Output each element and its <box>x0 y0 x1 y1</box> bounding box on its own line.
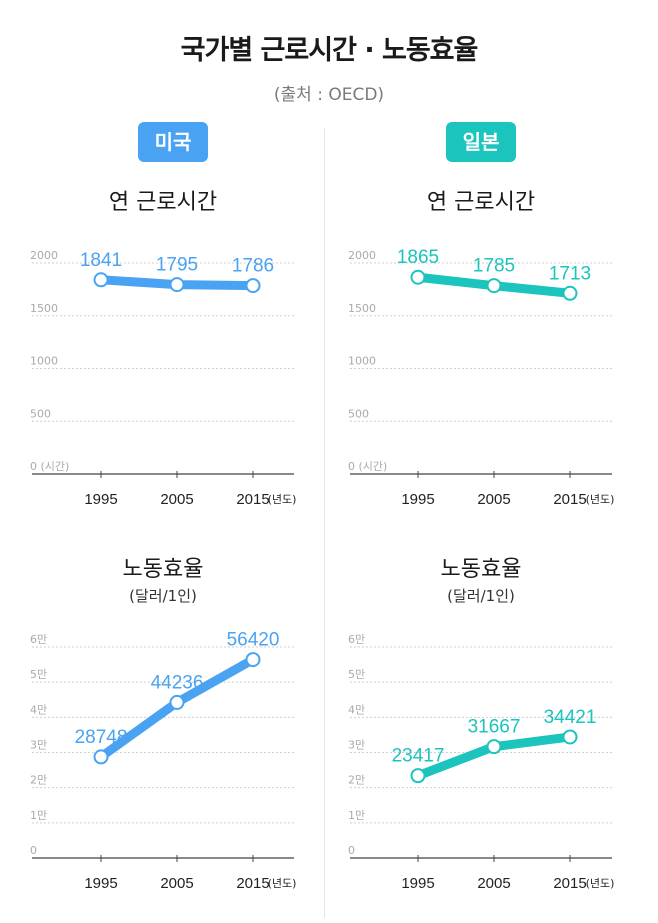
us-prod-ytick-label: 4만 <box>30 703 47 716</box>
country-badge-us: 미국 <box>138 122 208 162</box>
jp-prod-subtitle: (달러/1인) <box>447 587 515 605</box>
jp-prod-data-label: 23417 <box>392 746 445 767</box>
us-prod-subtitle: (달러/1인) <box>129 587 197 605</box>
us-prod-xtick-label: 2005 <box>160 875 193 892</box>
jp-prod-ytick-label: 6만 <box>348 633 365 646</box>
us-prod-xtick-label: 2015 <box>236 875 269 892</box>
jp-prod-data-label: 34421 <box>544 707 597 728</box>
jp-hours-xtick-label: 2015 <box>553 491 586 508</box>
jp-hours-data-label: 1713 <box>549 263 591 284</box>
jp-hours-data-point <box>562 285 578 301</box>
us-hours-ytick-label: 500 <box>30 407 51 420</box>
jp-prod-ytick-label: 0 <box>348 844 355 857</box>
us-hours-x-unit: (년도) <box>268 493 297 506</box>
us-prod-data-label: 44236 <box>151 672 204 693</box>
us-prod-data-label: 56420 <box>227 630 280 651</box>
us-hours-xtick-label: 2005 <box>160 491 193 508</box>
jp-prod-ytick-label: 5만 <box>348 668 365 681</box>
us-hours-xtick-label: 2015 <box>236 491 269 508</box>
jp-prod-ytick-label: 2만 <box>348 774 365 787</box>
us-prod-data-point <box>93 749 109 765</box>
jp-hours-data-label: 1785 <box>473 256 515 277</box>
source-note: (출처 : OECD) <box>273 85 385 105</box>
jp-prod-data-point <box>486 739 502 755</box>
jp-prod-data-point <box>562 729 578 745</box>
jp-hours-ytick-label: 1000 <box>348 355 376 368</box>
us-prod-x-unit: (년도) <box>268 877 297 890</box>
us-prod-ytick-label: 3만 <box>30 739 47 752</box>
jp-hours-xtick-label: 1995 <box>401 491 434 508</box>
us-prod-data-point <box>169 694 185 710</box>
us-prod-ytick-label: 2만 <box>30 774 47 787</box>
us-hours-xtick-label: 1995 <box>84 491 117 508</box>
us-hours-ytick-label: 1500 <box>30 302 58 315</box>
column-divider <box>324 128 325 918</box>
jp-prod-title: 노동효율 <box>441 557 522 582</box>
jp-prod-data-label: 31667 <box>468 717 521 738</box>
jp-hours-xtick-label: 2005 <box>477 491 510 508</box>
jp-hours-ytick-label: 2000 <box>348 249 376 262</box>
us-hours-data-point <box>245 278 261 294</box>
us-hours-ytick-label: 1000 <box>30 355 58 368</box>
country-badge-jp: 일본 <box>446 122 516 162</box>
jp-prod-xtick-label: 1995 <box>401 875 434 892</box>
jp-prod-ytick-label: 4만 <box>348 703 365 716</box>
us-prod-title: 노동효율 <box>123 557 204 582</box>
jp-prod-x-unit: (년도) <box>586 877 615 890</box>
jp-prod-data-point <box>410 768 426 784</box>
us-hours-ytick-label: 0 (시간) <box>30 460 69 473</box>
us-hours-ytick-label: 2000 <box>30 249 58 262</box>
us-hours-data-label: 1786 <box>232 256 274 277</box>
jp-prod-ytick-label: 3만 <box>348 739 365 752</box>
us-hours-data-point <box>169 277 185 293</box>
jp-hours-title: 연 근로시간 <box>427 190 535 215</box>
jp-hours-ytick-label: 0 (시간) <box>348 460 387 473</box>
us-prod-ytick-label: 0 <box>30 844 37 857</box>
us-prod-ytick-label: 6만 <box>30 633 47 646</box>
jp-prod-xtick-label: 2005 <box>477 875 510 892</box>
us-prod-ytick-label: 5만 <box>30 668 47 681</box>
jp-hours-data-point <box>410 269 426 285</box>
us-prod-xtick-label: 1995 <box>84 875 117 892</box>
jp-hours-ytick-label: 1500 <box>348 302 376 315</box>
jp-hours-x-unit: (년도) <box>586 493 615 506</box>
us-hours-data-label: 1795 <box>156 255 198 276</box>
jp-hours-data-label: 1865 <box>397 247 439 268</box>
us-prod-data-label: 28748 <box>75 727 128 748</box>
page-title: 국가별 근로시간 · 노동효율 <box>180 35 479 66</box>
jp-hours-ytick-label: 500 <box>348 407 369 420</box>
us-hours-title: 연 근로시간 <box>109 190 217 215</box>
us-hours-data-point <box>93 272 109 288</box>
jp-prod-ytick-label: 1만 <box>348 809 365 822</box>
us-hours-data-label: 1841 <box>80 250 122 271</box>
jp-hours-data-point <box>486 278 502 294</box>
us-prod-ytick-label: 1만 <box>30 809 47 822</box>
jp-prod-xtick-label: 2015 <box>553 875 586 892</box>
us-prod-data-point <box>245 652 261 668</box>
